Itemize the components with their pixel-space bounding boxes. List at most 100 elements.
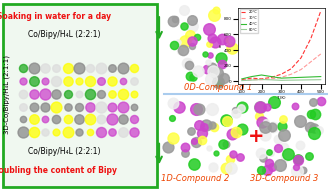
Point — [87, 131, 92, 134]
Point — [166, 145, 171, 148]
Point — [220, 38, 225, 41]
Point — [279, 125, 285, 128]
Point — [20, 118, 26, 121]
Point — [194, 36, 199, 39]
Point — [211, 165, 216, 168]
Point — [206, 43, 212, 46]
Point — [110, 92, 115, 95]
Point — [264, 168, 270, 171]
Point — [258, 168, 263, 171]
Y-axis label: σ: σ — [218, 45, 222, 47]
Point — [87, 79, 92, 82]
Point — [237, 155, 243, 158]
Point — [170, 20, 175, 23]
Point — [121, 79, 126, 82]
Text: Co/Bipy/H₄L (2:2:1): Co/Bipy/H₄L (2:2:1) — [28, 29, 100, 39]
Point — [270, 125, 275, 129]
Point — [202, 126, 207, 129]
Point — [317, 129, 322, 132]
Point — [276, 137, 281, 140]
Point — [311, 126, 317, 129]
Point — [308, 112, 314, 115]
Point — [76, 131, 81, 134]
Point — [54, 79, 59, 82]
Point — [271, 125, 276, 128]
Point — [76, 118, 81, 121]
Point — [43, 118, 48, 121]
Point — [132, 92, 137, 95]
Point — [171, 137, 176, 140]
Point — [65, 105, 70, 108]
Point — [54, 92, 59, 95]
Point — [54, 105, 59, 108]
Point — [194, 140, 199, 143]
Point — [259, 121, 265, 124]
Point — [226, 39, 231, 42]
Point — [181, 9, 186, 12]
Point — [175, 40, 180, 43]
Point — [271, 101, 277, 104]
Point — [87, 92, 92, 95]
Point — [225, 120, 230, 123]
Point — [312, 132, 317, 135]
Point — [132, 105, 137, 108]
Point — [281, 146, 286, 149]
Point — [220, 143, 225, 146]
Point — [87, 67, 92, 70]
Point — [182, 146, 188, 149]
Point — [219, 63, 225, 66]
Point — [257, 106, 262, 109]
Point — [239, 105, 244, 108]
Point — [132, 131, 137, 134]
Point — [257, 105, 263, 108]
X-axis label: T (K): T (K) — [277, 96, 286, 100]
Point — [209, 65, 214, 68]
Text: 0D-Compound 1: 0D-Compound 1 — [184, 83, 252, 92]
Point — [184, 62, 190, 65]
Point — [203, 53, 208, 56]
Point — [43, 105, 48, 108]
Point — [207, 147, 212, 150]
Point — [31, 92, 37, 95]
Point — [297, 120, 302, 123]
Point — [228, 166, 233, 169]
Point — [262, 125, 267, 128]
Point — [31, 67, 37, 70]
Point — [206, 60, 211, 63]
Point — [65, 131, 70, 134]
Text: Co/Bipy/H₄L (2:2:1): Co/Bipy/H₄L (2:2:1) — [28, 147, 100, 156]
Point — [20, 105, 26, 108]
Point — [307, 154, 312, 157]
Point — [31, 105, 37, 108]
Point — [214, 9, 219, 12]
Point — [87, 118, 92, 121]
Point — [282, 134, 287, 137]
Point — [110, 79, 115, 82]
Point — [189, 19, 195, 22]
Point — [229, 38, 234, 41]
Point — [300, 169, 306, 172]
Point — [189, 44, 195, 47]
Point — [191, 139, 196, 143]
Point — [189, 129, 194, 132]
Point — [54, 131, 59, 134]
Point — [110, 105, 115, 108]
Point — [239, 128, 245, 131]
Point — [98, 92, 104, 95]
Point — [208, 53, 213, 57]
Point — [43, 79, 48, 82]
Point — [219, 56, 224, 59]
Point — [229, 46, 235, 49]
Point — [65, 118, 70, 121]
Point — [121, 92, 126, 95]
Point — [297, 143, 302, 146]
Point — [200, 139, 205, 142]
Point — [215, 81, 221, 84]
Point — [284, 155, 289, 158]
Point — [277, 163, 283, 166]
Point — [199, 132, 204, 135]
Point — [223, 166, 228, 169]
Point — [221, 77, 226, 80]
Point — [224, 119, 229, 122]
Point — [98, 118, 104, 121]
